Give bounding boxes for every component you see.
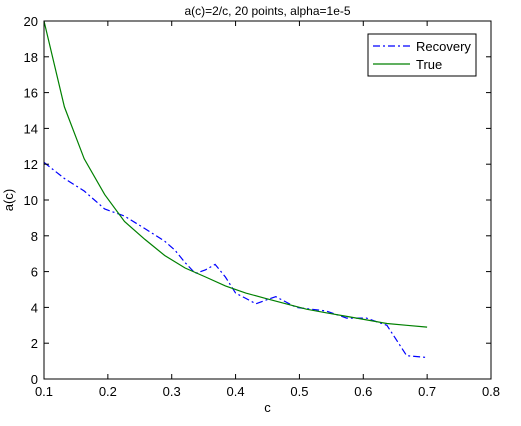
y-tick-label: 16 [24, 86, 38, 101]
chart-title: a(c)=2/c, 20 points, alpha=1e-5 [184, 4, 350, 18]
y-tick-label: 10 [24, 193, 38, 208]
x-tick-label: 0.7 [418, 384, 436, 399]
x-tick-label: 0.3 [163, 384, 181, 399]
x-tick-label: 0.5 [290, 384, 308, 399]
legend-label-recovery: Recovery [416, 39, 471, 54]
y-tick-label: 20 [24, 14, 38, 29]
legend-box [367, 33, 477, 77]
y-tick-label: 6 [31, 265, 38, 280]
series-line-recovery [43, 161, 428, 359]
legend-label-true: True [416, 57, 442, 72]
y-tick-label: 14 [24, 121, 38, 136]
y-tick-label: 8 [31, 229, 38, 244]
ticks-layer: 0.1 0.2 0.3 0.4 0.5 0.6 0.7 0.8 0 2 4 6 8 10 12 14 16 18 2… [24, 14, 501, 399]
x-axis-label: c [264, 400, 271, 415]
series-line-true [43, 20, 428, 328]
plot-frame [43, 20, 492, 380]
y-tick-label: 0 [31, 372, 38, 387]
x-tick-label: 0.8 [482, 384, 500, 399]
x-tick-label: 0.4 [227, 384, 245, 399]
series-layer [43, 20, 428, 359]
y-tick-label: 12 [24, 157, 38, 172]
x-tick-label: 0.2 [99, 384, 117, 399]
y-tick-label: 2 [31, 336, 38, 351]
y-tick-label: 18 [24, 50, 38, 65]
x-tick-label: 0.6 [354, 384, 372, 399]
y-axis-label: a(c) [1, 189, 16, 211]
legend: Recovery True [367, 33, 477, 77]
y-tick-label: 4 [31, 300, 38, 315]
x-tick-label: 0.1 [35, 384, 53, 399]
